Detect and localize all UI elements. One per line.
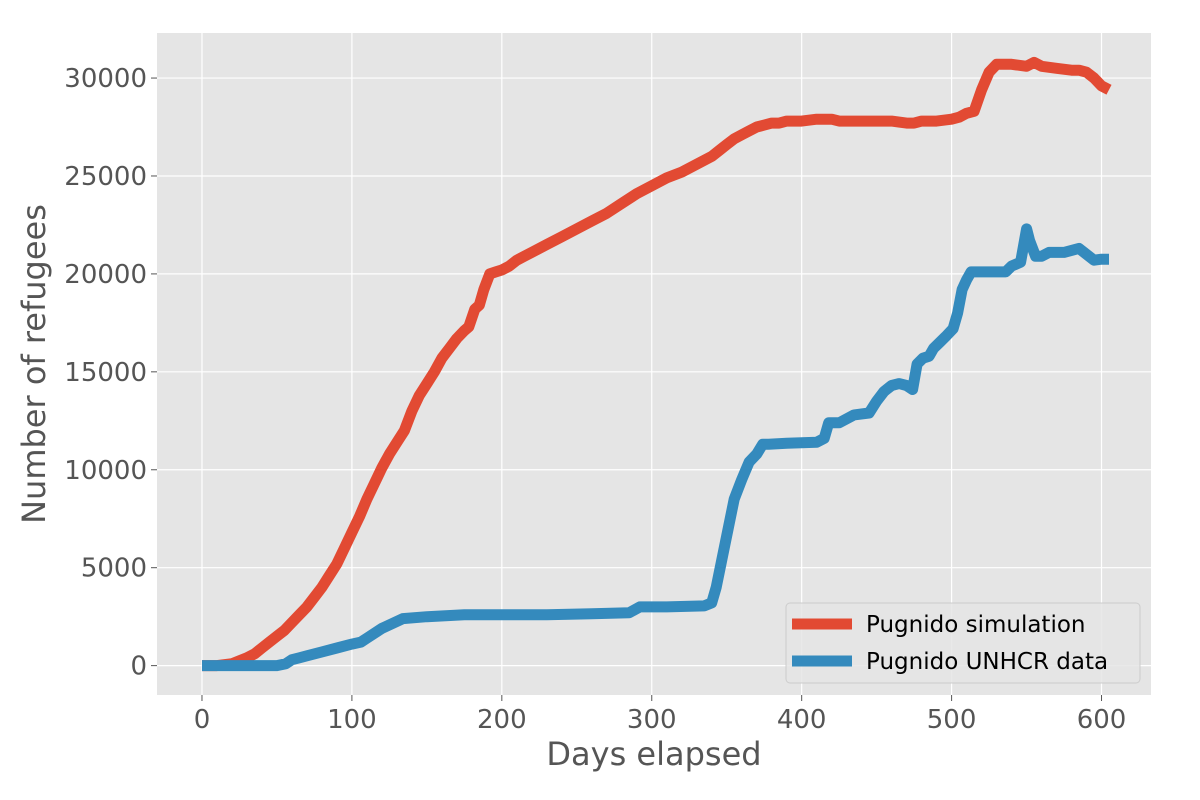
legend-label-simulation: Pugnido simulation bbox=[866, 612, 1086, 638]
y-tick-label: 0 bbox=[130, 652, 147, 682]
x-tick-label: 0 bbox=[194, 705, 211, 735]
x-tick-label: 300 bbox=[627, 705, 677, 735]
x-tick-label: 200 bbox=[477, 705, 527, 735]
legend-label-unhcr: Pugnido UNHCR data bbox=[866, 649, 1108, 675]
x-axis-ticks: 0 100 200 300 400 500 600 bbox=[194, 695, 1127, 735]
plot-area bbox=[157, 33, 1151, 695]
series-layer bbox=[202, 56, 1112, 672]
y-tick-label: 20000 bbox=[64, 260, 147, 290]
x-axis-title: Days elapsed bbox=[546, 735, 761, 773]
y-tick-label: 10000 bbox=[64, 456, 147, 486]
y-axis-title: Number of refugees bbox=[15, 204, 53, 524]
series-line-unhcr bbox=[202, 223, 1109, 672]
series-line-simulation bbox=[202, 56, 1112, 672]
x-tick-label: 400 bbox=[777, 705, 827, 735]
legend: Pugnido simulation Pugnido UNHCR data bbox=[785, 602, 1141, 684]
legend-box bbox=[785, 602, 1141, 684]
y-tick-label: 30000 bbox=[64, 64, 147, 94]
y-axis-ticks: 0 5000 10000 15000 20000 25000 30000 bbox=[64, 64, 157, 682]
x-tick-label: 600 bbox=[1077, 705, 1127, 735]
y-tick-label: 5000 bbox=[81, 554, 147, 584]
x-tick-label: 100 bbox=[327, 705, 377, 735]
y-tick-label: 25000 bbox=[64, 162, 147, 192]
x-tick-label: 500 bbox=[927, 705, 977, 735]
y-tick-label: 15000 bbox=[64, 358, 147, 388]
